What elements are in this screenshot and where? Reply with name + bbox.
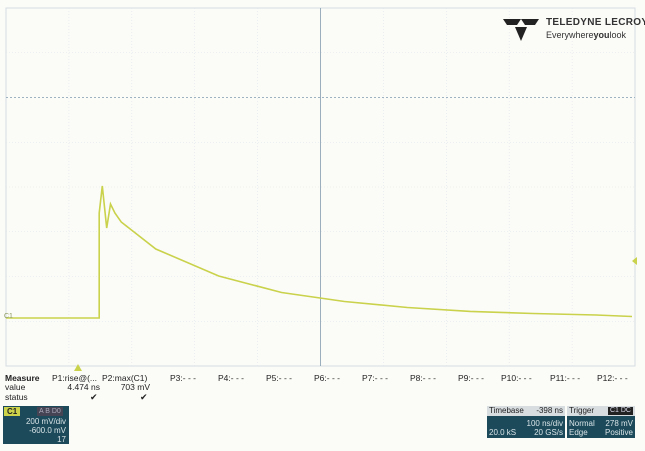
timebase-header: Timebase -398 ns bbox=[487, 406, 565, 416]
trigger-label: Trigger bbox=[569, 406, 595, 415]
c1-volts-per-div: 200 mV/div bbox=[25, 417, 66, 426]
graticule bbox=[5, 7, 636, 367]
param-p6-header[interactable]: P6:- - - bbox=[314, 373, 340, 383]
c1-flags: A B D0 bbox=[37, 407, 63, 416]
status-row-label: status bbox=[5, 392, 28, 402]
timebase-sample-rate: 20 GS/s bbox=[534, 428, 563, 437]
param-p1-value: 4.474 ns bbox=[67, 382, 100, 392]
brand-tagline: Everywhereyoulook bbox=[546, 30, 627, 40]
c1-offset: -600.0 mV bbox=[29, 426, 66, 435]
value-row-label: value bbox=[5, 382, 26, 392]
param-p3-header[interactable]: P3:- - - bbox=[170, 373, 196, 383]
param-p1-header[interactable]: P1:rise@(... bbox=[52, 373, 97, 383]
brand-name: TELEDYNE LECROY bbox=[546, 17, 645, 28]
param-p2-value: 703 mV bbox=[120, 382, 150, 392]
trigger-source-tag: C1 DC bbox=[607, 407, 633, 415]
timebase-samples: 20.0 kS bbox=[489, 428, 517, 437]
param-p11-header[interactable]: P11:- - - bbox=[550, 373, 581, 383]
param-p1-status: ✔ bbox=[90, 392, 98, 402]
timebase-label: Timebase bbox=[489, 406, 524, 415]
timebase-delay: -398 ns bbox=[536, 406, 563, 415]
trigger-descriptor[interactable]: Trigger C1 DC Normal 278 mV Edge Positive bbox=[567, 406, 635, 438]
param-p9-header[interactable]: P9:- - - bbox=[458, 373, 484, 383]
c1-sweep-count: 17 bbox=[57, 435, 66, 444]
param-p5-header[interactable]: P5:- - - bbox=[266, 373, 292, 383]
param-p7-header[interactable]: P7:- - - bbox=[362, 373, 388, 383]
c1-channel-descriptor[interactable]: C1 A B D0 200 mV/div -600.0 mV 17 bbox=[3, 406, 69, 444]
param-p8-header[interactable]: P8:- - - bbox=[410, 373, 436, 383]
trigger-header: Trigger C1 DC bbox=[567, 406, 635, 416]
c1-waveform-trace bbox=[6, 185, 633, 319]
trigger-type: Edge bbox=[569, 428, 588, 437]
param-p10-header[interactable]: P10:- - - bbox=[501, 373, 532, 383]
timebase-time-per-div: 100 ns/div bbox=[526, 419, 563, 428]
trigger-mode: Normal bbox=[569, 419, 595, 428]
c1-tag: C1 bbox=[4, 407, 21, 416]
c1-trace-marker: C1 bbox=[4, 313, 13, 320]
param-p2-status: ✔ bbox=[140, 392, 148, 402]
timebase-descriptor[interactable]: Timebase -398 ns 100 ns/div 20.0 kS 20 GS… bbox=[487, 406, 565, 438]
param-p4-header[interactable]: P4:- - - bbox=[218, 373, 244, 383]
lecroy-logo-icon bbox=[503, 19, 539, 41]
trigger-slope: Positive bbox=[604, 428, 633, 437]
measure-table: Measure value status P1:rise@(... 4.474 n… bbox=[0, 371, 645, 405]
param-p2-header[interactable]: P2:max(C1) bbox=[102, 373, 148, 383]
measure-label: Measure bbox=[5, 373, 40, 383]
teledyne-lecroy-logo: TELEDYNE LECROY Everywhereyoulook bbox=[503, 15, 645, 45]
trigger-level: 278 mV bbox=[605, 419, 633, 428]
trigger-position-marker bbox=[74, 364, 82, 371]
trigger-level-marker bbox=[632, 257, 637, 265]
param-p12-header[interactable]: P12:- - - bbox=[597, 373, 628, 383]
